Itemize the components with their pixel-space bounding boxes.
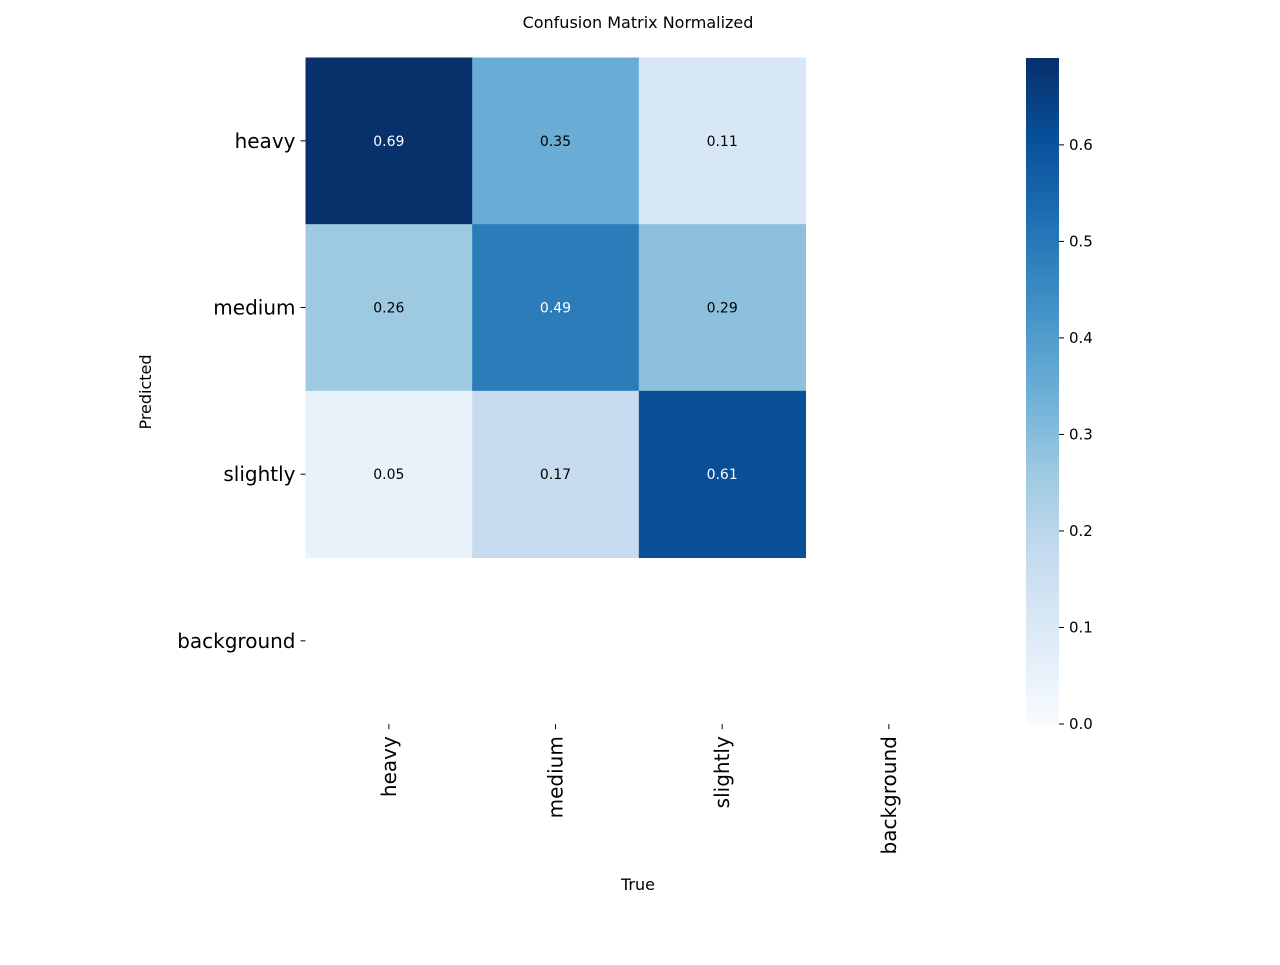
- cell-slightly-slightly: [638, 390, 807, 559]
- colorbar-tick-label-1: 0.1: [1069, 618, 1093, 636]
- chart-title: Confusion Matrix Normalized: [523, 13, 754, 32]
- y-tick-label-slightly: slightly: [223, 462, 295, 486]
- cell-label-heavy-medium: 0.35: [540, 134, 571, 150]
- cell-label-slightly-medium: 0.17: [540, 467, 571, 483]
- cell-label-slightly-heavy: 0.05: [373, 467, 404, 483]
- cell-heavy-heavy: [305, 57, 473, 225]
- cell-medium-slightly: [638, 224, 807, 392]
- y-tick-label-heavy: heavy: [235, 129, 296, 153]
- heatmap-cell-labels: 0.69 0.35 0.11 0.26 0.49 0.29 0.05 0.17 0.61: [373, 134, 738, 483]
- colorbar-tick-label-3: 0.3: [1069, 425, 1093, 443]
- cell-label-heavy-heavy: 0.69: [373, 134, 404, 150]
- cell-label-medium-heavy: 0.26: [373, 301, 404, 317]
- cell-medium-medium: [472, 224, 640, 392]
- cell-heavy-medium: [472, 57, 640, 225]
- cell-label-medium-slightly: 0.29: [707, 301, 738, 317]
- cell-medium-heavy: [305, 224, 473, 392]
- cell-slightly-heavy: [305, 390, 473, 559]
- colorbar-tick-label-6: 0.6: [1069, 136, 1093, 154]
- y-axis-label: Predicted: [136, 354, 155, 429]
- y-tick-label-medium: medium: [213, 296, 295, 320]
- y-tick-label-background: background: [177, 629, 295, 653]
- x-tick-label-slightly: slightly: [710, 736, 734, 808]
- cell-label-medium-medium: 0.49: [540, 301, 571, 317]
- x-axis-ticks: heavy medium slightly background: [377, 724, 901, 854]
- colorbar-ticks: 0.0 0.1 0.2 0.3 0.4 0.5 0.6: [1059, 136, 1093, 733]
- cell-slightly-medium: [472, 390, 640, 559]
- cell-label-slightly-slightly: 0.61: [707, 467, 738, 483]
- y-axis-ticks: heavy medium slightly background: [177, 129, 306, 653]
- colorbar-tick-label-5: 0.5: [1069, 232, 1093, 250]
- colorbar-tick-label-4: 0.4: [1069, 329, 1093, 347]
- x-axis-label: True: [620, 875, 655, 894]
- cell-label-heavy-slightly: 0.11: [707, 134, 738, 150]
- x-tick-label-background: background: [877, 736, 901, 854]
- colorbar: [1026, 58, 1059, 724]
- x-tick-label-heavy: heavy: [377, 736, 401, 797]
- colorbar-tick-label-2: 0.2: [1069, 522, 1093, 540]
- cell-heavy-slightly: [638, 57, 807, 225]
- colorbar-tick-label-0: 0.0: [1069, 715, 1093, 733]
- x-tick-label-medium: medium: [544, 736, 568, 818]
- heatmap-cells: [305, 57, 807, 559]
